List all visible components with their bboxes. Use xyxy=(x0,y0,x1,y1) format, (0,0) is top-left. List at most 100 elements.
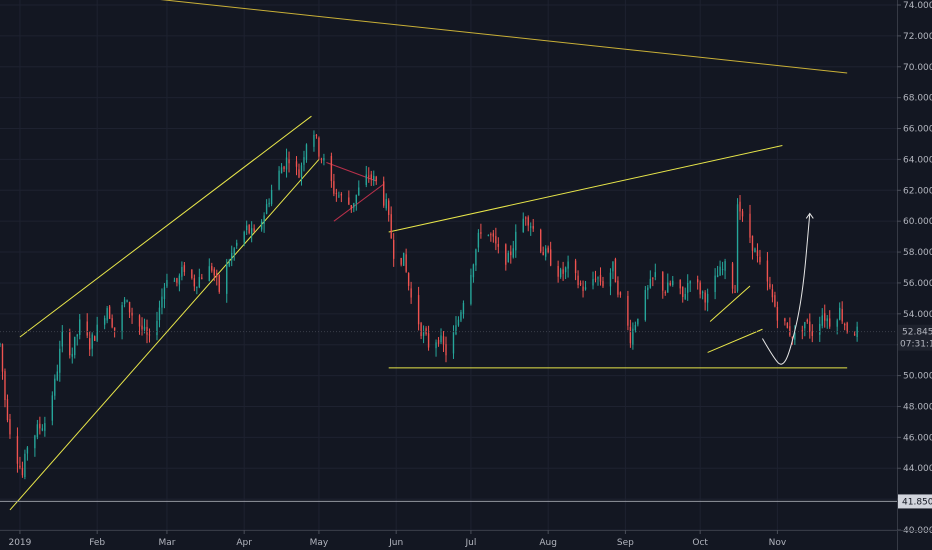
candle-body xyxy=(54,378,56,396)
candle-body xyxy=(497,243,500,247)
candle-body xyxy=(41,428,44,431)
candle-down xyxy=(614,257,617,283)
candle-down xyxy=(315,134,318,139)
candle-up xyxy=(233,247,235,261)
candle-down xyxy=(420,321,422,340)
candle-body xyxy=(288,159,290,164)
candles xyxy=(0,130,858,480)
candle-body xyxy=(263,215,265,224)
candle-body xyxy=(243,231,245,243)
candle-body xyxy=(353,203,355,208)
trend-line xyxy=(19,115,312,338)
trend-lines[interactable] xyxy=(9,0,848,511)
candle-up xyxy=(226,258,228,303)
candle-down xyxy=(846,321,848,334)
candle-body xyxy=(89,338,91,350)
candle-body xyxy=(39,423,41,429)
candle-body xyxy=(724,261,726,271)
trend-line xyxy=(9,159,320,511)
candle-down xyxy=(682,286,684,303)
candle-body xyxy=(839,307,841,320)
candle-body xyxy=(549,249,552,266)
candle-body xyxy=(295,161,298,167)
candle-up xyxy=(121,301,123,340)
projection-arrow-head xyxy=(805,212,814,219)
candle-body xyxy=(113,327,116,331)
candle-body xyxy=(811,331,813,337)
x-tick-label: Jun xyxy=(388,538,403,548)
y-tick-label: 66.000 xyxy=(903,125,932,135)
candle-body xyxy=(487,234,490,236)
candle-up xyxy=(166,273,168,289)
candle-down xyxy=(582,280,584,298)
candle-up xyxy=(300,162,303,186)
candle-body xyxy=(557,266,559,277)
candle-up xyxy=(0,342,1,348)
candle-body xyxy=(612,261,614,272)
candle-down xyxy=(4,368,6,408)
candle-body xyxy=(338,195,340,197)
candle-body xyxy=(146,326,148,335)
x-axis[interactable]: 2019 Feb Mar Apr May Jun Jul Aug Sep Oct Nov xyxy=(0,530,932,548)
candle-up xyxy=(654,263,656,281)
candle-body xyxy=(6,399,9,421)
candle-up xyxy=(716,265,719,278)
candle-down xyxy=(437,337,440,347)
candle-body xyxy=(181,266,183,277)
candle-body xyxy=(368,175,370,177)
candle-body xyxy=(91,334,93,349)
y-tick-label: 58.000 xyxy=(903,248,932,258)
candle-body xyxy=(166,280,168,287)
candle-body xyxy=(794,332,796,340)
candle-down xyxy=(549,241,552,267)
low-price-label: 41.850 xyxy=(902,497,932,507)
candle-body xyxy=(9,419,11,435)
candle-body xyxy=(577,275,579,286)
candle-up xyxy=(280,163,283,174)
candle-down xyxy=(662,271,664,299)
candle-down xyxy=(445,336,447,363)
candle-body xyxy=(445,344,447,356)
candle-up xyxy=(24,449,26,480)
candle-body xyxy=(388,200,390,215)
candle-down xyxy=(191,269,193,280)
candle-down xyxy=(704,290,706,311)
candle-down xyxy=(407,272,410,291)
candle-body xyxy=(111,318,113,328)
candle-body xyxy=(741,211,744,217)
candle-up xyxy=(365,165,367,188)
candle-down xyxy=(193,274,196,292)
projection[interactable] xyxy=(762,212,814,365)
candle-body xyxy=(512,248,514,258)
candle-body xyxy=(61,331,63,347)
candle-body xyxy=(846,322,848,333)
candle-down xyxy=(786,322,789,329)
candle-up xyxy=(512,240,514,259)
candle-down xyxy=(594,270,597,283)
candle-down xyxy=(734,284,736,294)
candle-body xyxy=(510,251,512,256)
candle-body xyxy=(131,312,133,316)
low-price-tag xyxy=(898,494,932,509)
candle-body xyxy=(574,260,577,274)
y-axis[interactable]: 74.000 72.000 70.000 68.000 66.000 64.000 62.0… xyxy=(897,0,932,550)
x-tick-label: Nov xyxy=(769,538,787,548)
candle-body xyxy=(330,155,333,181)
candle-down xyxy=(21,461,24,478)
candle-body xyxy=(178,275,181,285)
candle-body xyxy=(407,273,410,286)
candle-body xyxy=(216,273,218,277)
candle-body xyxy=(365,174,367,185)
candle-down xyxy=(405,248,407,273)
candle-up xyxy=(714,268,716,300)
candle-up xyxy=(61,325,63,353)
candle-body xyxy=(841,309,843,322)
candle-up xyxy=(672,275,674,287)
candle-up xyxy=(270,184,273,207)
candle-body xyxy=(196,286,198,288)
candle-down xyxy=(318,136,320,160)
candle-down xyxy=(731,261,734,294)
candle-body xyxy=(819,323,821,335)
